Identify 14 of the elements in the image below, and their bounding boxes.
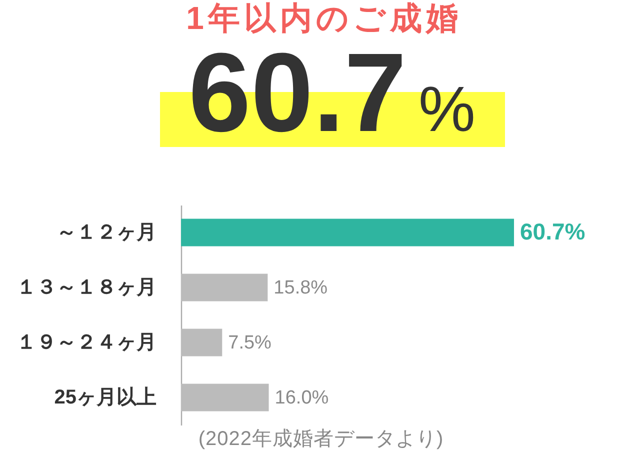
data-label: 15.8% xyxy=(274,278,328,298)
bar xyxy=(181,274,268,302)
data-label: 7.5% xyxy=(228,332,272,354)
data-label: 60.7% xyxy=(520,218,586,244)
y-tick-label: １３～１８ヶ月 xyxy=(16,276,156,298)
y-tick-label: 25ヶ月以上 xyxy=(54,386,156,408)
text: (2022年成婚者データより) xyxy=(197,427,445,451)
y-tick-label: １９～２４ヶ月 xyxy=(16,332,156,354)
bar xyxy=(181,328,222,356)
data-label: 16.0% xyxy=(274,388,329,408)
bar xyxy=(181,218,514,246)
bar xyxy=(181,384,269,412)
y-tick-label: ～１２ヶ月 xyxy=(56,222,156,244)
chart-title: 1年以内のご成婚 xyxy=(185,0,463,36)
